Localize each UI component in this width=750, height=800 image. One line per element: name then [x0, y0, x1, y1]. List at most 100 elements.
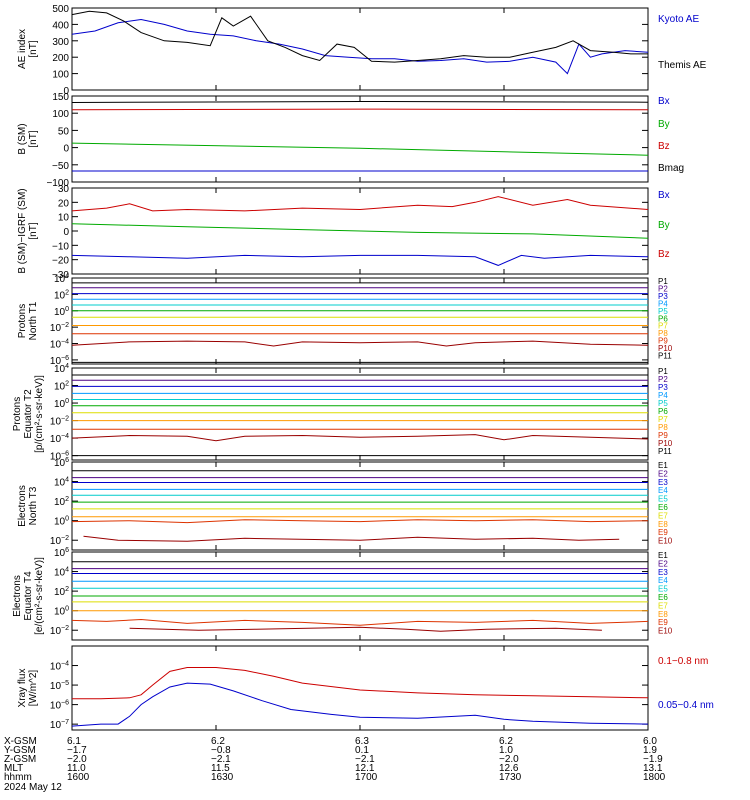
y-tick-label: 200 — [52, 53, 69, 64]
y-tick-label: 10−7 — [50, 719, 69, 731]
panel-frame — [71, 277, 649, 365]
y-axis-title: Electrons — [17, 485, 28, 527]
y-tick-label: 10−4 — [50, 661, 69, 673]
y-tick-label: 300 — [52, 37, 69, 48]
y-tick-label: 10−2 — [50, 416, 69, 428]
panel-xray: 10−4 10−5 10−6 10−7 Xray flux [W/m^2] 0.1−0.8 … — [17, 645, 714, 731]
y-axis-title: North T3 — [28, 486, 39, 525]
footer-value: 12.1 — [355, 763, 375, 774]
series-line-bz — [71, 196, 649, 212]
legend-label: P7 — [658, 322, 668, 331]
footer-value: 1600 — [67, 772, 90, 783]
y-tick-label: 500 — [52, 4, 69, 15]
footer-value: 1.9 — [643, 745, 657, 756]
y-axis-title: [nT] — [28, 40, 39, 57]
legend-label: P10 — [658, 439, 673, 448]
y-tick-label: 20 — [58, 198, 70, 209]
legend-label: E7 — [658, 511, 668, 520]
legend-label: Themis AE — [658, 60, 707, 71]
panel-peq2: 104 102 100 10−2 10−4 10−6 Protons Equator T2 [p… — [12, 363, 673, 463]
y-tick-label: 106 — [54, 547, 69, 559]
panel-eeq4: 106 104 102 100 10−2 Electrons Equator T4 [e/(c… — [12, 547, 673, 641]
series-line-p10 — [71, 434, 649, 442]
legend-label: E7 — [658, 601, 668, 610]
y-tick-label: 100 — [54, 516, 69, 528]
y-tick-label: 106 — [54, 457, 69, 469]
legend-label: P9 — [658, 431, 668, 440]
y-axis-title: [nT] — [28, 222, 39, 239]
y-tick-label: 102 — [54, 381, 69, 393]
y-tick-label: 10−6 — [50, 451, 69, 463]
y-axis-title: Equator T4 — [23, 571, 34, 621]
footer-value: 1700 — [355, 772, 378, 783]
legend-label: By — [658, 119, 670, 130]
series-line-e10 — [129, 626, 602, 632]
y-tick-label: 10−6 — [50, 355, 69, 367]
panel-frame — [71, 367, 649, 461]
footer-value: 6.2 — [211, 736, 225, 747]
legend-label: P11 — [658, 352, 672, 361]
legend-label: P6 — [658, 314, 668, 323]
y-tick-label: 10−5 — [50, 680, 69, 692]
y-axis-title: Xray flux — [17, 669, 28, 708]
footer-value: 6.2 — [499, 736, 513, 747]
y-tick-label: 100 — [54, 398, 69, 410]
footer-row-label: X-GSM — [4, 736, 37, 747]
y-tick-label: −50 — [52, 161, 69, 172]
legend-label: Bz — [658, 141, 670, 152]
footer-value: 1630 — [211, 772, 234, 783]
y-tick-label: 100 — [54, 306, 69, 318]
legend-label: E2 — [658, 469, 668, 478]
y-tick-label: 10−6 — [50, 700, 69, 712]
legend-label: P3 — [658, 383, 668, 392]
y-tick-label: 10−2 — [50, 535, 69, 547]
legend-label: P2 — [658, 284, 668, 293]
legend-label: 0.05−0.4 nm — [658, 700, 714, 711]
panel-bsm: 150 100 50 0 −50 −100 B (SM) [nT] Bx By Bz Bmag — [17, 92, 684, 189]
legend-label: Bz — [658, 249, 670, 260]
y-tick-label: 102 — [54, 496, 69, 508]
footer-value: 6.1 — [67, 736, 81, 747]
series-line-bx — [71, 254, 649, 266]
y-axis-title: Electrons — [12, 575, 23, 617]
series-line-e9 — [71, 618, 649, 626]
y-axis-title: Protons — [17, 304, 28, 338]
footer-value: −2.1 — [211, 754, 231, 765]
legend-label: P8 — [658, 423, 668, 432]
legend-label: P6 — [658, 407, 668, 416]
footer-value: 6.3 — [355, 736, 369, 747]
series-line-by — [71, 223, 649, 239]
footer-value: 1.0 — [499, 745, 513, 756]
footer-row-label: Y-GSM — [4, 745, 36, 756]
panel-ae: 500 400 300 200 100 0 AE index [nT] Kyoto AE Them… — [17, 4, 707, 97]
y-tick-label: 400 — [52, 20, 69, 31]
legend-label: E6 — [658, 503, 668, 512]
y-tick-label: 104 — [54, 477, 69, 489]
footer-value: −2.1 — [355, 754, 375, 765]
footer-row-label: hhmm — [4, 772, 32, 783]
y-tick-label: 0 — [63, 144, 69, 155]
legend-label: P3 — [658, 292, 668, 301]
legend-label: Bx — [658, 190, 670, 201]
legend-label: E8 — [658, 610, 668, 619]
series-line-bz — [71, 108, 649, 111]
y-tick-label: 0 — [63, 86, 69, 97]
y-axis-title: North T1 — [28, 301, 39, 340]
y-tick-label: −20 — [52, 256, 69, 267]
footer-value: 12.6 — [499, 763, 519, 774]
y-tick-label: 102 — [54, 586, 69, 598]
series-line-e10 — [83, 535, 620, 542]
legend-label: E10 — [658, 627, 673, 636]
legend-label: E3 — [658, 478, 668, 487]
y-axis-title: [nT] — [28, 130, 39, 147]
legend-label: P2 — [658, 375, 668, 384]
y-axis-title: Equator T2 — [23, 389, 34, 439]
y-tick-label: 10−2 — [50, 625, 69, 637]
series-line-p10 — [71, 340, 649, 347]
legend-label: P4 — [658, 299, 668, 308]
footer-row-label: MLT — [4, 763, 23, 774]
legend-label: E5 — [658, 585, 668, 594]
